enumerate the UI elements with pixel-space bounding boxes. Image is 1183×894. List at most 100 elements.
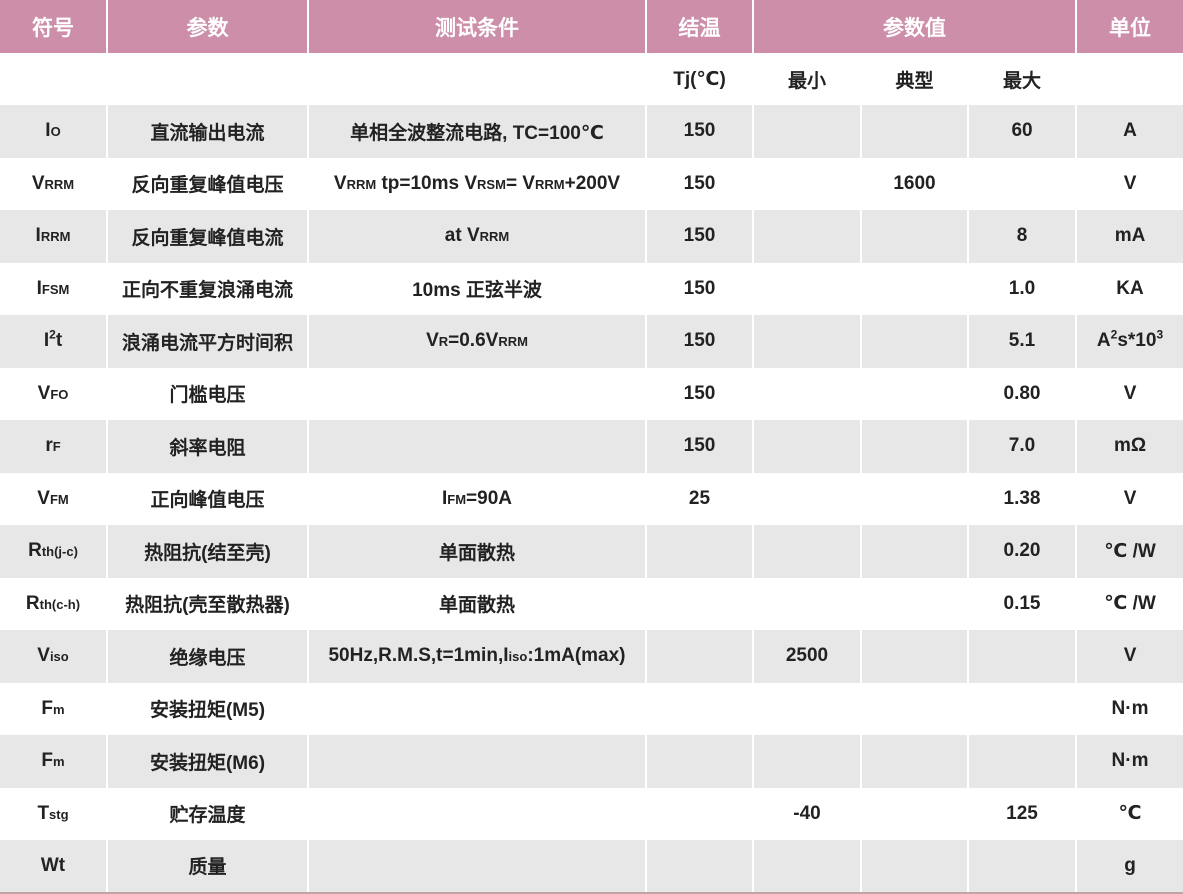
cell-cond: 单面散热 [308,525,647,578]
header-symbol: 符号 [0,0,108,53]
unit-part: s*10 [1117,330,1157,352]
cell-min: -40 [753,787,862,840]
symbol-sub: FM [49,491,69,507]
table-row: VRRM 反向重复峰值电压 VRRM tp=10ms VRSM= VRRM+200V… [0,157,1183,210]
cell-max: 60 [968,105,1078,158]
cell-typ [861,577,969,630]
cond-part: V [333,172,347,194]
cell-typ [861,210,969,263]
cond-sub: RSM [477,176,506,192]
cell-unit: ℃ /W [1076,525,1183,578]
cell-symbol: Tstg [0,787,108,840]
table-row: Fm 安装扭矩(M6) N·m [0,735,1183,788]
symbol-sub: th(c-h) [39,596,81,612]
cell-unit: ℃ [1076,787,1183,840]
table-row: IFSM 正向不重复浪涌电流 10ms 正弦半波 150 1.0 KA [0,262,1183,315]
cell-unit: A2s*103 [1076,315,1183,368]
header-tj: 结温 [646,0,754,53]
cell-param: 直流输出电流 [107,105,309,158]
cell-min [753,682,862,735]
cell-param: 绝缘电压 [107,630,309,683]
cell-symbol: Fm [0,682,108,735]
cell-param: 热阻抗(结至壳) [107,525,309,578]
cell-symbol: rF [0,420,108,473]
cell-symbol: I2t [0,315,108,368]
cell-cond [308,735,647,788]
cell-param: 热阻抗(壳至散热器) [107,577,309,630]
cond-part: I [441,487,448,509]
header-unit: 单位 [1076,0,1183,53]
cell-typ [861,682,969,735]
cell-tj: 150 [646,315,754,368]
cell-max [968,735,1078,788]
cell-min [753,472,862,525]
cell-unit: mΩ [1076,420,1183,473]
table-row: VFM 正向峰值电压 IFM=90A 25 1.38 V [0,472,1183,525]
cell-min [753,367,862,420]
cell-param: 斜率电阻 [107,420,309,473]
cell-unit: V [1076,472,1183,525]
symbol-main: Wt [40,854,66,876]
unit-sup: 2 [1110,327,1118,342]
cell-unit: V [1076,157,1183,210]
cell-typ [861,315,969,368]
cell-param: 正向峰值电压 [107,472,309,525]
cell-min [753,262,862,315]
cell-unit: V [1076,630,1183,683]
cell-param: 正向不重复浪涌电流 [107,262,309,315]
cell-max: 5.1 [968,315,1078,368]
table-row: Rth(c-h) 热阻抗(壳至散热器) 单面散热 0.15 ℃ /W [0,577,1183,630]
cell-unit: A [1076,105,1183,158]
cell-typ [861,840,969,894]
cell-tj [646,735,754,788]
symbol-main: F [41,697,54,719]
cell-symbol: Wt [0,840,108,894]
cell-symbol: IRRM [0,210,108,263]
cell-max [968,157,1078,210]
cell-min [753,420,862,473]
cell-unit: ℃ /W [1076,577,1183,630]
cell-max: 8 [968,210,1078,263]
cell-cond: 50Hz,R.M.S,t=1min,Iiso:1mA(max) [308,630,647,683]
table-row: Rth(j-c) 热阻抗(结至壳) 单面散热 0.20 ℃ /W [0,525,1183,578]
symbol-sup: 2 [49,327,56,342]
cell-symbol: IFSM [0,262,108,315]
cell-max [968,682,1078,735]
cell-param: 反向重复峰值电流 [107,210,309,263]
table-row: Fm 安装扭矩(M5) N·m [0,682,1183,735]
cell-typ [861,367,969,420]
cell-unit: mA [1076,210,1183,263]
table-row: rF 斜率电阻 150 7.0 mΩ [0,420,1183,473]
unit-part: A [1096,330,1111,352]
cell-min [753,840,862,894]
cond-sub: RRM [498,334,528,350]
symbol-main: V [31,172,45,194]
cell-tj [646,840,754,894]
cell-param: 反向重复峰值电压 [107,157,309,210]
symbol-sub: m [53,701,65,717]
symbol-main: R [25,592,40,614]
cell-max: 0.20 [968,525,1078,578]
symbol-sub: FO [50,386,69,402]
unit-sup: 3 [1156,327,1164,342]
cell-cond: 单相全波整流电路, TC=100℃ [308,105,647,158]
symbol-sub: RRM [44,176,75,192]
symbol-main: R [28,540,42,562]
cond-part: =0.6V [448,330,499,352]
cond-part: =90A [466,487,512,509]
symbol-main: F [41,750,54,772]
cell-min [753,105,862,158]
cell-cond: VRRM tp=10ms VRSM= VRRM+200V [308,157,647,210]
table-row: Viso 绝缘电压 50Hz,R.M.S,t=1min,Iiso:1mA(max) 2… [0,630,1183,683]
cond-sub: RRM [479,229,510,245]
table-row: IRRM 反向重复峰值电流 at VRRM 150 8 mA [0,210,1183,263]
cell-tj: 150 [646,367,754,420]
cell-tj [646,525,754,578]
cell-unit: KA [1076,262,1183,315]
cell-min: 2500 [753,630,862,683]
symbol-sub: O [50,124,61,140]
symbol-main: V [37,382,51,404]
symbol-tail: t [55,330,63,352]
cell-symbol: Fm [0,735,108,788]
symbol-sub: FSM [41,281,70,297]
